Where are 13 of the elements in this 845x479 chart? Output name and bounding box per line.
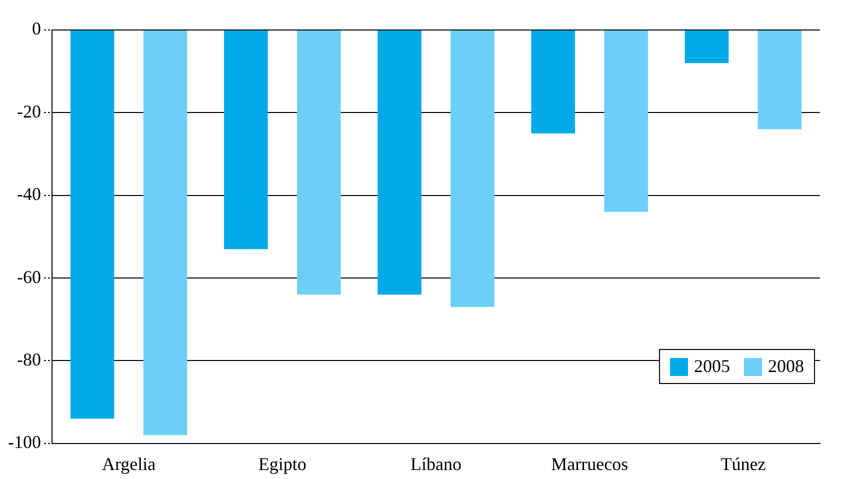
- y-tick-label: -60: [16, 266, 41, 287]
- y-tick-label: -80: [16, 349, 41, 370]
- y-tick-label: -100: [8, 432, 41, 452]
- legend-label: 2005: [694, 356, 730, 377]
- x-tick-label: Argelia: [102, 454, 156, 474]
- legend-label: 2008: [768, 356, 804, 377]
- y-tick-label: -40: [16, 184, 41, 204]
- x-tick-label: Líbano: [410, 454, 462, 474]
- x-tick-label: Marruecos: [551, 454, 628, 474]
- x-tick-label: Egipto: [258, 454, 306, 474]
- x-tick-label: Túnez: [720, 454, 766, 474]
- y-tick-label: 0: [32, 18, 41, 39]
- y-tick-label: -20: [16, 101, 41, 122]
